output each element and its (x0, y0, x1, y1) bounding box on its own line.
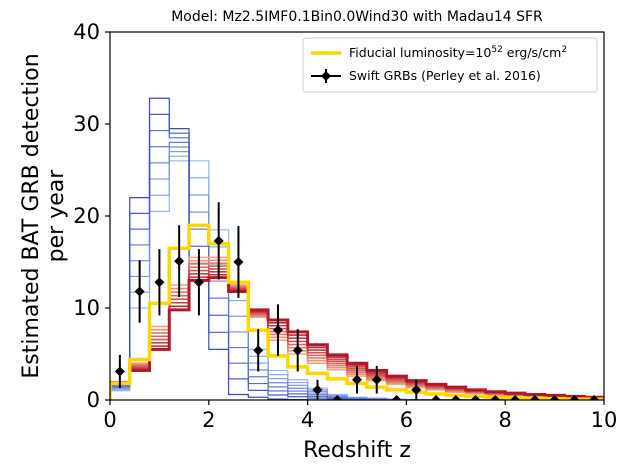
chart-title: Model: Mz2.5IMF0.1Bin0.0Wind30 with Mada… (171, 9, 543, 25)
observed-marker (174, 256, 185, 267)
legend-observed-swatch (311, 69, 341, 83)
observed-marker (411, 384, 422, 395)
y-tick-label: 10 (73, 296, 100, 320)
x-tick-label: 0 (103, 408, 116, 432)
legend-fiducial-label: Fiducial luminosity=1052 erg/s/cm2 (349, 45, 567, 60)
observed-marker (470, 395, 481, 400)
legend-observed-label: Swift GRBs (Perley et al. 2016) (349, 68, 541, 83)
observed-marker (569, 395, 580, 400)
observed-point (272, 304, 283, 356)
observed-marker (213, 235, 224, 246)
observed-point (154, 249, 165, 316)
observed-marker (510, 395, 521, 400)
observed-point (490, 395, 501, 400)
observed-marker (233, 257, 244, 267)
observed-marker (431, 395, 442, 400)
observed-point (213, 202, 224, 280)
observed-marker (134, 286, 145, 297)
observed-point (549, 395, 560, 400)
observed-point (569, 395, 580, 400)
observed-point (431, 395, 442, 400)
observed-marker (332, 395, 343, 400)
observed-marker (253, 345, 264, 356)
observed-point (391, 395, 402, 400)
x-tick-label: 2 (202, 408, 215, 432)
legend-fiducial-exponent: 52 (491, 45, 502, 55)
observed-marker (352, 374, 362, 385)
observed-marker (272, 325, 283, 336)
observed-marker (154, 277, 165, 288)
observed-point (352, 365, 362, 394)
y-tick-label: 30 (73, 112, 100, 136)
legend: Fiducial luminosity=1052 erg/s/cm2 Swift… (302, 37, 598, 93)
observed-point (134, 260, 145, 323)
observed-marker (490, 395, 501, 400)
observed-point (529, 395, 540, 400)
x-axis: 0 2 4 6 8 10 (103, 400, 617, 432)
observed-point (174, 225, 185, 297)
observed-point (450, 395, 461, 400)
observed-point (371, 365, 382, 394)
observed-marker (292, 345, 303, 356)
observed-marker (114, 366, 125, 377)
legend-box (302, 37, 598, 93)
model-step-blue-1 (110, 97, 604, 400)
observed-point (114, 354, 125, 389)
observed-points (114, 202, 600, 400)
model-step-blue-3 (110, 129, 604, 400)
y-tick-label: 40 (73, 20, 100, 44)
observed-point (332, 395, 343, 400)
x-tick-label: 4 (301, 408, 314, 432)
observed-point (193, 249, 204, 316)
observed-point (233, 226, 244, 298)
observed-point (589, 395, 600, 400)
observed-marker (312, 384, 323, 395)
y-axis-label-line2: per year (44, 169, 69, 263)
observed-marker (450, 395, 461, 400)
observed-marker (529, 395, 540, 400)
y-tick-label: 20 (73, 204, 100, 228)
observed-marker (589, 395, 600, 400)
observed-point (470, 395, 481, 400)
observed-point (312, 379, 323, 400)
y-tick-label: 0 (87, 388, 100, 412)
observed-point (411, 379, 422, 400)
observed-point (253, 329, 264, 372)
series-layer (110, 97, 604, 400)
observed-marker (193, 277, 204, 288)
x-tick-label: 6 (400, 408, 413, 432)
model-step-blue-2 (110, 113, 604, 400)
model-step-red-1 (110, 276, 604, 400)
observed-point (292, 329, 303, 372)
model-step-blue-4 (110, 141, 604, 400)
x-axis-label: Redshift z (303, 438, 411, 463)
observed-point (510, 395, 521, 400)
x-tick-label: 8 (499, 408, 512, 432)
y-axis-label-line1: Estimated BAT GRB detection (19, 53, 44, 378)
observed-marker (549, 395, 560, 400)
observed-marker (391, 395, 402, 400)
observed-marker (371, 374, 382, 385)
y-axis: 0 10 20 30 40 (73, 20, 110, 412)
x-tick-label: 10 (591, 408, 618, 432)
legend-unit-exponent: 2 (561, 45, 567, 55)
